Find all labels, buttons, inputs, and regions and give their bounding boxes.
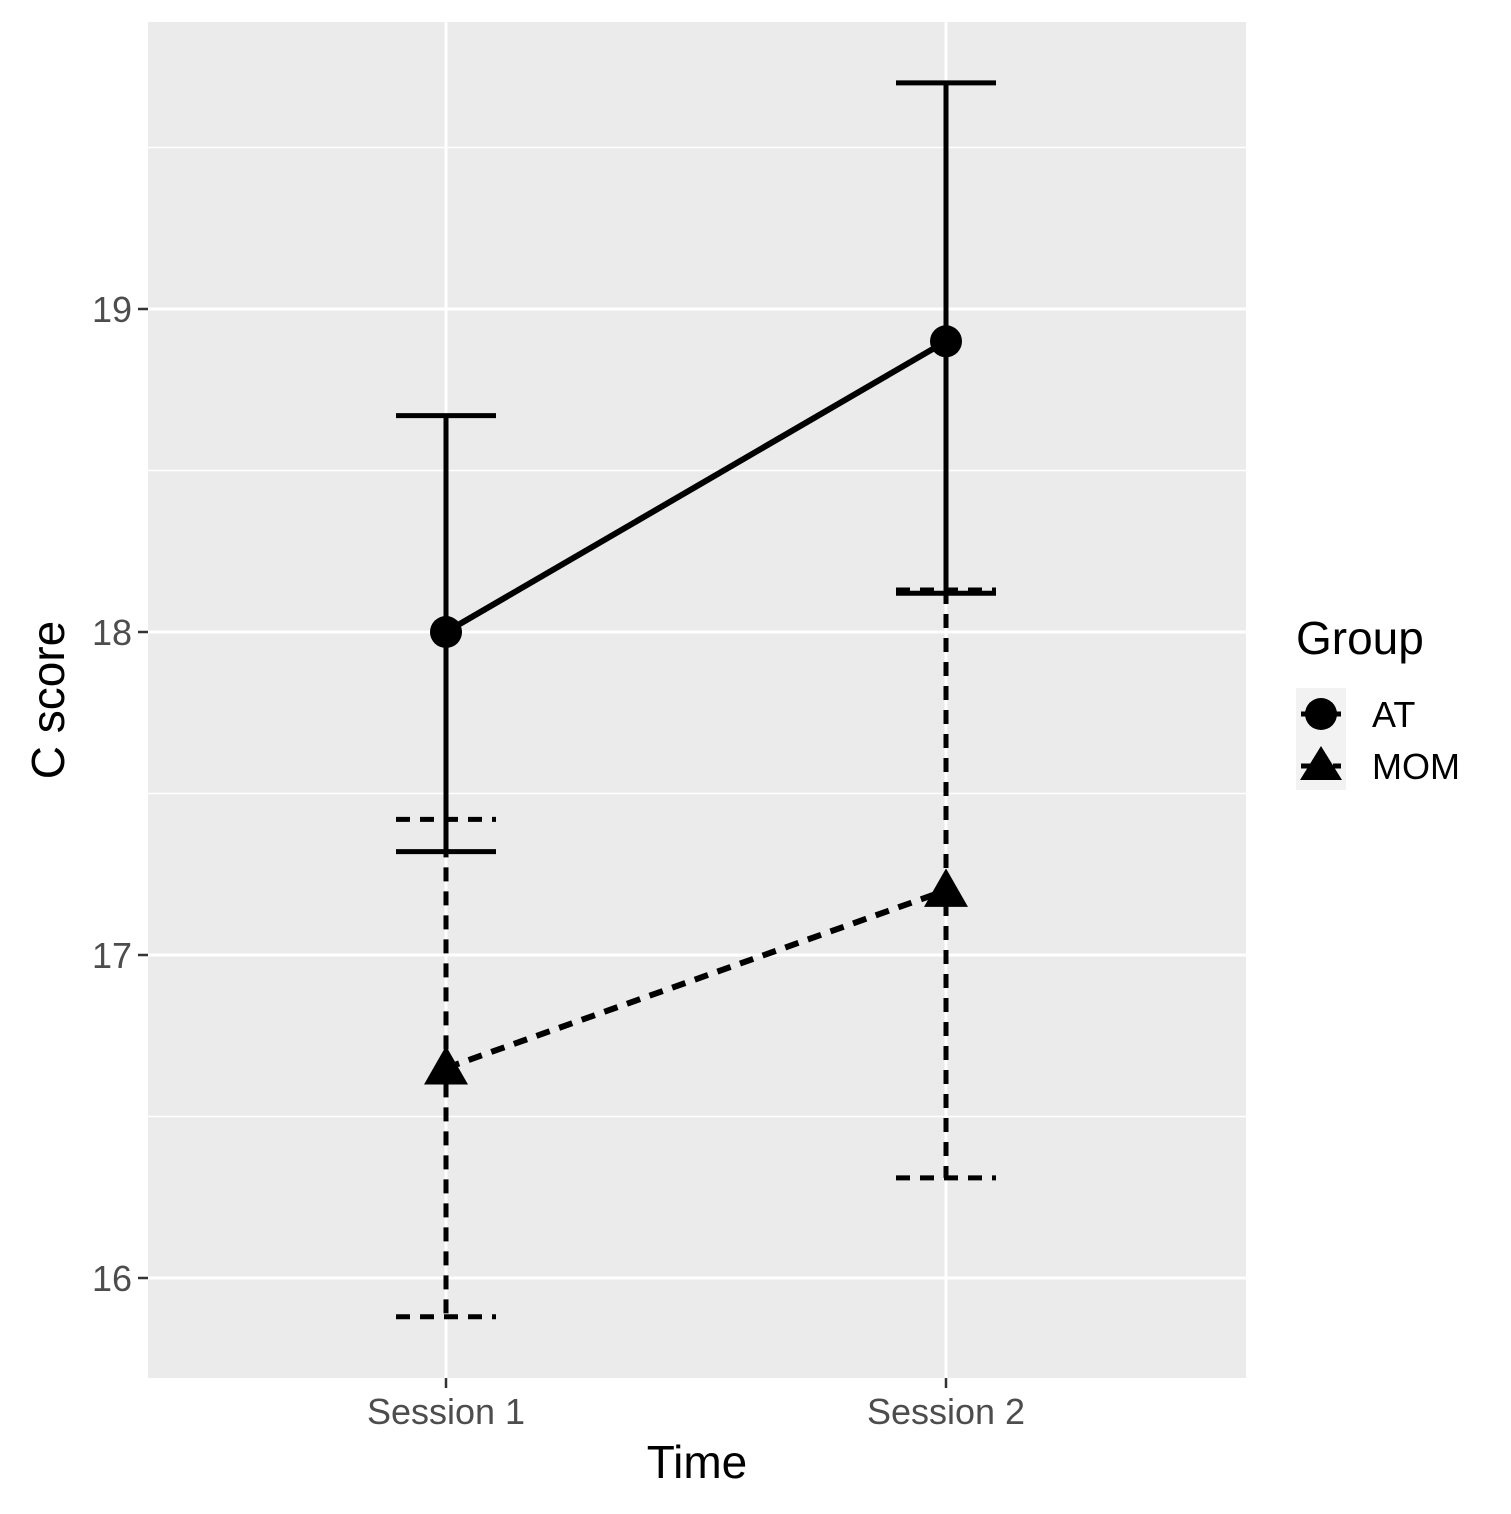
data-point-at	[430, 616, 462, 648]
x-tick-label: Session 2	[867, 1391, 1025, 1432]
legend-title: Group	[1296, 612, 1424, 664]
y-tick-label: 19	[92, 289, 132, 330]
legend-label-mom: MOM	[1372, 746, 1460, 787]
legend: Group AT MOM	[1296, 612, 1460, 790]
y-tick-label: 16	[92, 1258, 132, 1299]
x-axis-title: Time	[647, 1436, 748, 1488]
y-tick-label: 18	[92, 612, 132, 653]
x-tick-label: Session 1	[367, 1391, 525, 1432]
series-line-mom	[444, 887, 948, 1071]
data-point-at	[930, 325, 962, 358]
legend-key-marker-at	[1305, 698, 1337, 730]
y-axis: 16 17 18 19	[92, 289, 148, 1299]
legend-label-at: AT	[1372, 694, 1415, 735]
x-axis: Session 1 Session 2	[367, 1378, 1025, 1432]
data-point-mom	[924, 868, 968, 907]
plot-panel	[148, 22, 1246, 1378]
y-axis-title: C score	[22, 621, 74, 779]
series-line-at	[444, 338, 948, 635]
series-markers	[424, 325, 968, 1085]
data-point-mom	[424, 1046, 468, 1085]
y-tick-label: 17	[92, 935, 132, 976]
series-lines	[444, 338, 948, 1071]
legend-key-marker-mom	[1300, 746, 1342, 780]
